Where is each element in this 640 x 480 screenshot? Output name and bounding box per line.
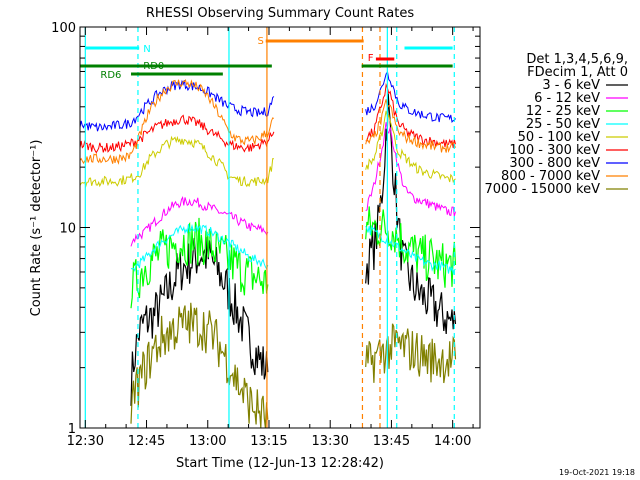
series-line-4-seg-1 bbox=[365, 110, 456, 183]
series-line-5-seg-1 bbox=[365, 82, 456, 148]
legend: Det 1,3,4,5,6,9,FDecim 1, Att 03 - 6 keV… bbox=[485, 52, 628, 197]
flag-label-rd0: RD0 bbox=[143, 61, 164, 72]
series-line-8-seg-1 bbox=[365, 323, 457, 384]
x-axis-label: Start Time (12-Jun-13 12:28:42) bbox=[176, 456, 384, 471]
series-line-1-seg-0 bbox=[130, 196, 269, 247]
x-tick-label-4: 13:30 bbox=[311, 434, 348, 449]
flag-label-n: N bbox=[143, 44, 150, 55]
legend-label-2: 12 - 25 keV bbox=[526, 104, 600, 119]
axis-layer: 12:30 12:45 13:00 13:15 13:30 13:45 14:00 1 10 10… bbox=[51, 21, 481, 449]
plot-layer: N S F RD0 RD6 bbox=[80, 27, 457, 428]
series-line-7-seg-1 bbox=[365, 99, 456, 154]
generation-timestamp: 19-Oct-2021 19:18 bbox=[559, 468, 635, 477]
x-tick-label-0: 12:30 bbox=[67, 434, 104, 449]
legend-label-0: 3 - 6 keV bbox=[542, 78, 600, 93]
series-line-0-seg-0 bbox=[130, 236, 269, 406]
legend-label-7: 800 - 7000 keV bbox=[501, 169, 600, 184]
legend-label-5: 100 - 300 keV bbox=[509, 143, 600, 158]
x-tick-label-6: 14:00 bbox=[434, 434, 471, 449]
chart-title: RHESSI Observing Summary Count Rates bbox=[146, 6, 415, 21]
x-tick-label-3: 13:15 bbox=[250, 434, 287, 449]
legend-header-0: Det 1,3,4,5,6,9, bbox=[526, 52, 628, 67]
series-line-6-seg-0 bbox=[80, 79, 275, 132]
y-tick-label-1: 10 bbox=[59, 222, 76, 237]
flag-label-f: F bbox=[368, 53, 374, 64]
legend-label-6: 300 - 800 keV bbox=[509, 156, 600, 171]
y-tick-label-0: 1 bbox=[68, 422, 76, 437]
series-line-1-seg-1 bbox=[365, 122, 456, 217]
x-tick-label-1: 12:45 bbox=[128, 434, 165, 449]
series-line-8-seg-0 bbox=[130, 302, 269, 428]
x-tick-label-2: 13:00 bbox=[189, 434, 226, 449]
plot-area bbox=[80, 27, 457, 428]
legend-label-4: 50 - 100 keV bbox=[518, 130, 601, 145]
y-axis-label: Count Rate (s⁻¹ detector⁻¹) bbox=[29, 140, 44, 317]
series-line-2-seg-0 bbox=[130, 217, 269, 309]
series-line-3-seg-0 bbox=[130, 223, 269, 272]
flag-label-s: S bbox=[258, 36, 264, 47]
series-line-6-seg-1 bbox=[365, 70, 456, 124]
y-tick-label-2: 100 bbox=[51, 21, 76, 36]
flag-label-rd6: RD6 bbox=[100, 70, 121, 81]
series-line-7-seg-0 bbox=[80, 78, 275, 165]
series-line-4-seg-0 bbox=[80, 135, 274, 188]
series-line-3-seg-1 bbox=[365, 224, 456, 276]
legend-header-1: FDecim 1, Att 0 bbox=[527, 65, 628, 80]
series-line-0-seg-1 bbox=[365, 93, 457, 335]
series-line-5-seg-0 bbox=[80, 114, 275, 154]
legend-label-1: 6 - 12 keV bbox=[534, 91, 600, 106]
legend-label-3: 25 - 50 keV bbox=[526, 117, 600, 132]
x-tick-label-5: 13:45 bbox=[373, 434, 410, 449]
legend-label-8: 7000 - 15000 keV bbox=[485, 182, 601, 197]
